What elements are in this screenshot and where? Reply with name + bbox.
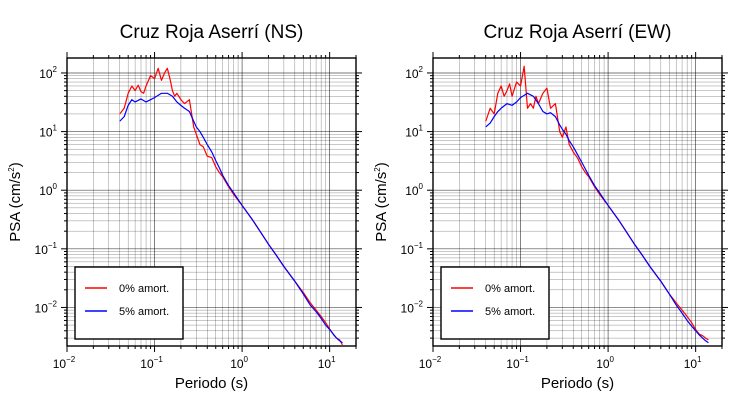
grid: [66, 58, 357, 346]
y-tick-label: 101: [39, 124, 57, 140]
plot-frame: [432, 57, 723, 347]
chart-1: 10−2 10−1 100 101 10−2 10−1 100 101 102 Cruz Roja…: [373, 22, 728, 392]
chart-title: Cruz Roja Aserrí (NS): [120, 22, 304, 43]
legend: 0% amort. 5% amort.: [440, 266, 550, 340]
legend: 0% amort. 5% amort.: [74, 266, 184, 340]
legend-label: 0% amort.: [119, 283, 169, 295]
chart-0: 10−2 10−1 100 101 10−2 10−1 100 101 102 Cruz Roja…: [7, 22, 362, 392]
y-axis-label: PSA (cm/s2): [373, 162, 390, 241]
plot-frame: [66, 57, 357, 347]
x-tick-label: 100: [596, 355, 614, 371]
x-tick-label: 101: [684, 355, 702, 371]
x-tick-label: 101: [318, 355, 336, 371]
y-tick-label: 10−1: [401, 241, 424, 257]
y-tick-label: 100: [39, 182, 57, 198]
legend-label: 5% amort.: [485, 306, 535, 318]
series-line-0: [485, 65, 709, 341]
y-tick-label: 102: [39, 65, 57, 81]
y-tick-label: 100: [405, 182, 423, 198]
y-tick-label: 10−2: [401, 299, 424, 315]
series-line-0: [119, 67, 343, 346]
y-tick-label: 10−2: [35, 299, 58, 315]
x-tick-label: 100: [230, 355, 248, 371]
ticks: [427, 52, 728, 352]
x-tick-label: 10−2: [419, 355, 442, 371]
series-line-1: [485, 92, 709, 344]
legend-label: 5% amort.: [119, 306, 169, 318]
x-axis-label: Periodo (s): [175, 375, 248, 392]
x-tick-label: 10−1: [506, 355, 529, 371]
legend-box: [74, 266, 184, 340]
y-tick-label: 102: [405, 65, 423, 81]
y-tick-label: 10−1: [35, 241, 58, 257]
legend-label: 0% amort.: [485, 283, 535, 295]
legend-box: [440, 266, 550, 340]
x-tick-label: 10−1: [140, 355, 163, 371]
chart-title: Cruz Roja Aserrí (EW): [484, 22, 672, 43]
y-axis-label: PSA (cm/s2): [7, 162, 24, 241]
x-axis-label: Periodo (s): [541, 375, 614, 392]
x-tick-label: 10−2: [53, 355, 76, 371]
y-tick-label: 101: [405, 124, 423, 140]
series-line-1: [119, 92, 343, 344]
ticks: [61, 52, 362, 352]
